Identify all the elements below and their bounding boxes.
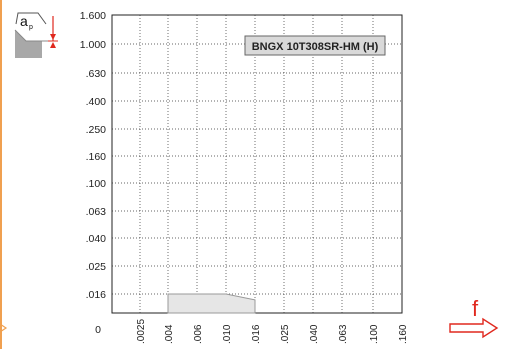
feed-arrow-icon: [449, 317, 499, 339]
y-tick-label: .025: [86, 261, 107, 273]
left-edge-arrow-icon: [0, 323, 8, 333]
gridlines: [112, 15, 402, 313]
svg-text:p: p: [29, 24, 33, 31]
left-accent-line: [0, 0, 2, 349]
y-tick-label: .630: [86, 68, 107, 80]
depth-of-cut-icon: a p: [12, 10, 60, 58]
x-tick-label: .063: [338, 324, 349, 344]
x-tick-label: .016: [251, 324, 262, 344]
y-tick-label: 1.000: [80, 39, 106, 51]
y-axis-tick-labels: 1.600 1.000 .630 .400 .250 .160 .100 .063 .040 .0…: [80, 10, 106, 336]
y-tick-label: 0: [95, 324, 101, 336]
y-tick-label: 1.600: [80, 10, 106, 22]
y-tick-label: .250: [86, 124, 107, 136]
x-tick-label: .025: [280, 324, 291, 344]
x-tick-label: .160: [398, 324, 409, 344]
legend-box: [244, 35, 386, 56]
y-tick-label: .063: [86, 206, 107, 218]
x-tick-label: .010: [222, 324, 233, 344]
x-axis-label: f: [472, 296, 479, 321]
y-tick-label: .016: [86, 289, 107, 301]
application-range-area: [167, 293, 256, 314]
plot-area: [111, 14, 403, 314]
x-tick-label: .004: [164, 324, 175, 344]
x-tick-label: .006: [193, 324, 204, 344]
y-tick-label: .100: [86, 178, 107, 190]
x-axis-tick-labels: .0025 .004 .006 .010 .016 .025 .040 .063 .100 .16…: [136, 319, 409, 344]
y-tick-label: .160: [86, 151, 107, 163]
y-tick-label: .400: [86, 96, 107, 108]
x-tick-label: .100: [369, 324, 380, 344]
y-tick-label: .040: [86, 233, 107, 245]
svg-text:a: a: [20, 13, 28, 29]
legend-label: BNGX 10T308SR-HM (H): [252, 41, 379, 53]
x-tick-label: .040: [309, 324, 320, 344]
x-tick-label: .0025: [136, 319, 147, 344]
